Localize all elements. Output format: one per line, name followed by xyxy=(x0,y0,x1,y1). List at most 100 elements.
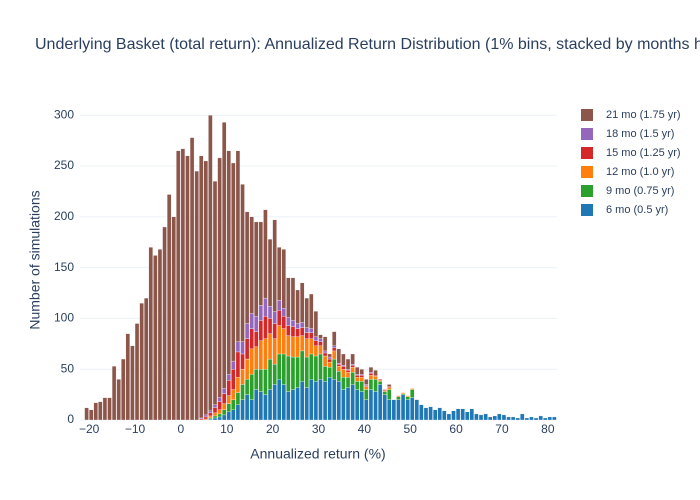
bar xyxy=(235,341,241,353)
bar xyxy=(130,345,135,421)
bar xyxy=(373,370,378,376)
bar xyxy=(332,331,337,346)
bar xyxy=(460,408,465,421)
bar xyxy=(277,353,282,380)
bar xyxy=(355,375,360,378)
bar xyxy=(125,333,131,421)
legend: 21 mo (1.75 yr) 18 mo (1.5 yr) 15 mo (1.25… xyxy=(581,109,681,216)
bar xyxy=(203,416,208,420)
bar xyxy=(309,328,314,333)
legend-label: 12 mo (1.0 yr) xyxy=(606,166,674,178)
bar xyxy=(153,255,158,421)
bar xyxy=(350,372,355,385)
series xyxy=(208,350,415,420)
bar xyxy=(520,413,525,421)
bar xyxy=(217,157,222,398)
bar xyxy=(148,247,153,421)
bar xyxy=(414,399,419,421)
bar xyxy=(272,338,277,365)
bar xyxy=(235,392,241,405)
bar xyxy=(244,358,250,380)
bar xyxy=(552,416,557,421)
bar xyxy=(318,379,323,421)
bar xyxy=(309,293,314,329)
bar xyxy=(231,360,236,370)
bar xyxy=(345,377,351,388)
bar xyxy=(304,332,309,339)
bar xyxy=(107,397,112,421)
bar xyxy=(336,366,341,372)
bar xyxy=(212,404,218,408)
bar xyxy=(318,338,323,342)
bar xyxy=(396,399,401,421)
bar xyxy=(322,336,328,352)
bar xyxy=(217,401,222,410)
bar xyxy=(121,358,126,421)
bar xyxy=(355,374,360,376)
bar xyxy=(309,379,314,421)
bar xyxy=(336,363,341,367)
bar xyxy=(290,389,296,421)
bar xyxy=(345,372,351,378)
bar xyxy=(336,381,341,421)
bar xyxy=(290,277,296,321)
bar xyxy=(387,386,392,388)
bar xyxy=(226,403,231,413)
bar xyxy=(226,374,231,381)
bar xyxy=(497,413,502,421)
bar xyxy=(254,316,259,332)
bar xyxy=(139,303,144,421)
bar xyxy=(157,249,163,421)
bar xyxy=(263,316,268,339)
bar xyxy=(272,384,277,421)
bar xyxy=(166,194,172,421)
bar xyxy=(355,367,360,375)
bar xyxy=(304,297,309,328)
bar xyxy=(309,338,314,355)
bar xyxy=(249,328,254,350)
bar xyxy=(474,413,479,421)
y-tick-label: 300 xyxy=(54,107,74,121)
bar xyxy=(327,358,332,363)
bar xyxy=(258,391,264,421)
bar xyxy=(300,350,305,382)
bar xyxy=(405,399,410,421)
bar xyxy=(387,399,392,421)
bar xyxy=(235,404,241,421)
bar xyxy=(318,341,323,346)
bar xyxy=(345,358,351,370)
x-tick-label: 70 xyxy=(495,422,509,436)
bar xyxy=(345,370,351,373)
bar xyxy=(368,367,374,373)
bar xyxy=(524,417,530,421)
bar xyxy=(226,395,231,404)
bar xyxy=(199,418,204,421)
bar xyxy=(322,355,328,367)
bar xyxy=(364,385,369,387)
y-axis-label: Number of simulations xyxy=(27,190,43,329)
bar xyxy=(290,356,296,390)
bar xyxy=(300,282,305,323)
bar xyxy=(244,338,250,360)
bar xyxy=(469,408,474,421)
bar xyxy=(387,384,392,387)
bar xyxy=(364,399,369,421)
bar xyxy=(222,409,227,416)
bar xyxy=(235,351,241,378)
legend-swatch xyxy=(581,109,593,121)
bar xyxy=(254,331,259,348)
x-tick-label: 50 xyxy=(404,422,418,436)
bar xyxy=(185,155,190,421)
bar xyxy=(364,379,369,385)
bar xyxy=(258,320,264,341)
bar xyxy=(235,377,241,393)
bar xyxy=(322,366,328,382)
bar xyxy=(226,380,231,396)
bar xyxy=(217,397,222,402)
bar xyxy=(501,414,507,421)
bar xyxy=(313,381,319,421)
bar xyxy=(286,277,291,318)
bar xyxy=(277,325,282,355)
bar xyxy=(313,340,319,346)
series xyxy=(84,115,392,421)
